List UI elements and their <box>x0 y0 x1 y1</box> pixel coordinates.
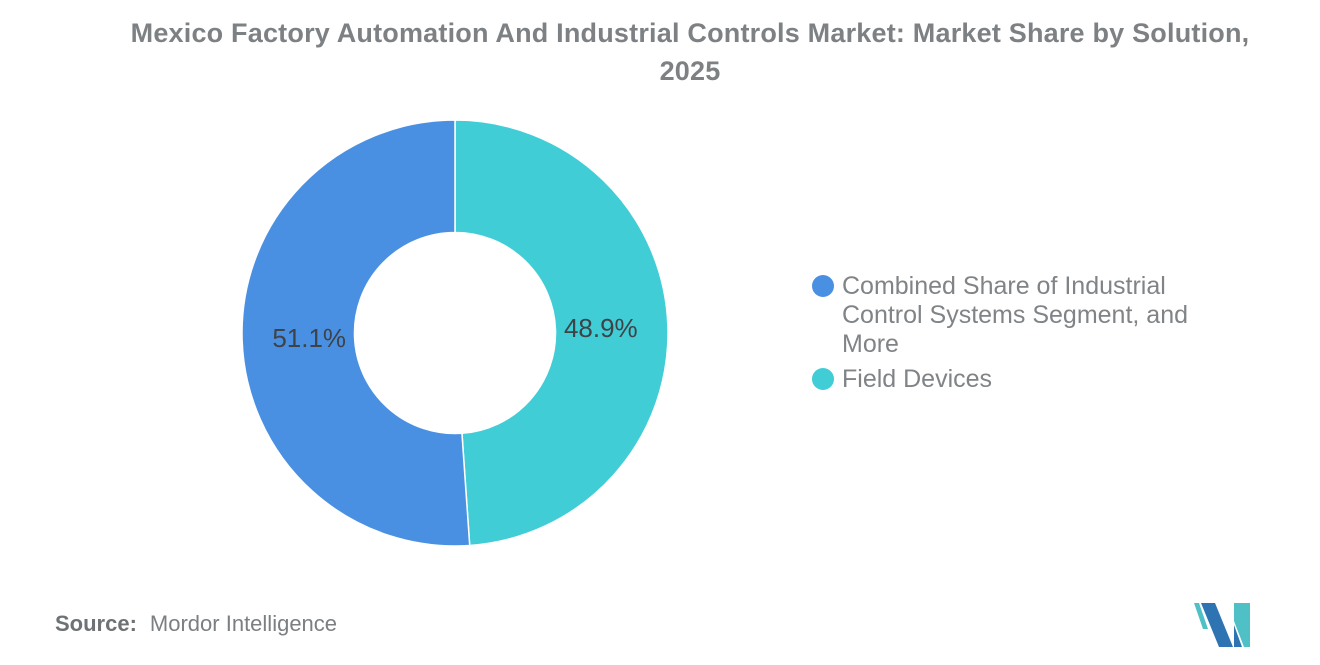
source-label: Source: <box>55 611 137 636</box>
donut-slice-0[interactable] <box>241 119 471 547</box>
legend-swatch-blue-circle-icon <box>812 275 834 297</box>
slice-percentage-label-1: 48.9% <box>564 313 638 343</box>
legend-label-field-devices: Field Devices <box>842 365 993 393</box>
legend: Combined Share of Industrial Control Sys… <box>812 272 1237 394</box>
legend-label-combined-share: Combined Share of Industrial Control Sys… <box>842 272 1188 358</box>
donut-slice-1[interactable] <box>454 119 669 547</box>
source-value: Mordor Intelligence <box>149 611 338 636</box>
chart-title: Mexico Factory Automation And Industrial… <box>130 18 1250 86</box>
legend-swatch-teal-circle-icon <box>812 368 834 390</box>
legend-item-field-devices[interactable]: Field Devices <box>812 365 1237 394</box>
source-note: Source: Mordor Intelligence <box>55 611 337 637</box>
mordor-intelligence-logo-icon <box>1190 599 1252 651</box>
donut-svg: 48.9% 51.1% <box>241 119 669 547</box>
legend-item-combined-share[interactable]: Combined Share of Industrial Control Sys… <box>812 272 1237 359</box>
slice-percentage-label-0: 51.1% <box>272 323 346 353</box>
donut-chart: 48.9% 51.1% <box>241 119 669 547</box>
